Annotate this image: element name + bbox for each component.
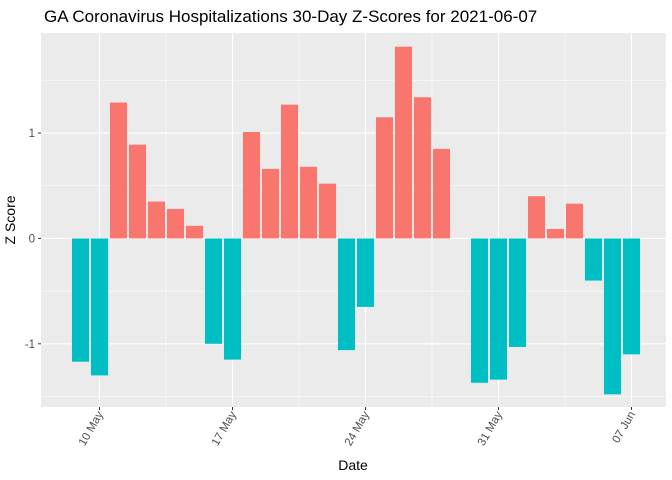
bar (565, 203, 584, 239)
bar (71, 238, 90, 362)
bar (128, 144, 147, 239)
bar (546, 228, 565, 239)
x-tick-label: 10 May (77, 409, 106, 448)
bar (489, 238, 508, 380)
x-tick-label: 07 Jun (610, 410, 638, 446)
bar (280, 104, 299, 239)
bar (432, 148, 451, 239)
bar (166, 208, 185, 239)
y-tick-label: 0 (29, 233, 35, 245)
x-tick-label: 31 May (476, 409, 505, 448)
bar (356, 238, 375, 307)
chart-title: GA Coronavirus Hospitalizations 30-Day Z… (44, 7, 537, 26)
bar (223, 238, 242, 360)
bar (299, 166, 318, 239)
axis-ticks (38, 132, 632, 410)
bar (109, 102, 128, 239)
bar (185, 225, 204, 239)
bar (603, 238, 622, 395)
bar (527, 196, 546, 239)
bar (242, 132, 261, 239)
y-tick-label: -1 (25, 339, 35, 351)
y-axis-title: Z Score (2, 195, 18, 244)
bar (375, 117, 394, 239)
x-tick-label: 24 May (343, 409, 372, 448)
bar (261, 168, 280, 239)
bar (318, 183, 337, 239)
x-axis-title: Date (338, 457, 368, 473)
x-tick-label: 17 May (210, 409, 239, 448)
bar (584, 238, 603, 281)
bar (204, 238, 223, 344)
bar (337, 238, 356, 351)
y-tick-label: 1 (29, 128, 35, 140)
bar (508, 238, 527, 347)
bar (147, 201, 166, 239)
bar (470, 238, 489, 383)
bar (90, 238, 109, 376)
bar (622, 238, 641, 355)
bar (394, 46, 413, 239)
bar (413, 97, 432, 239)
bars (71, 46, 641, 395)
